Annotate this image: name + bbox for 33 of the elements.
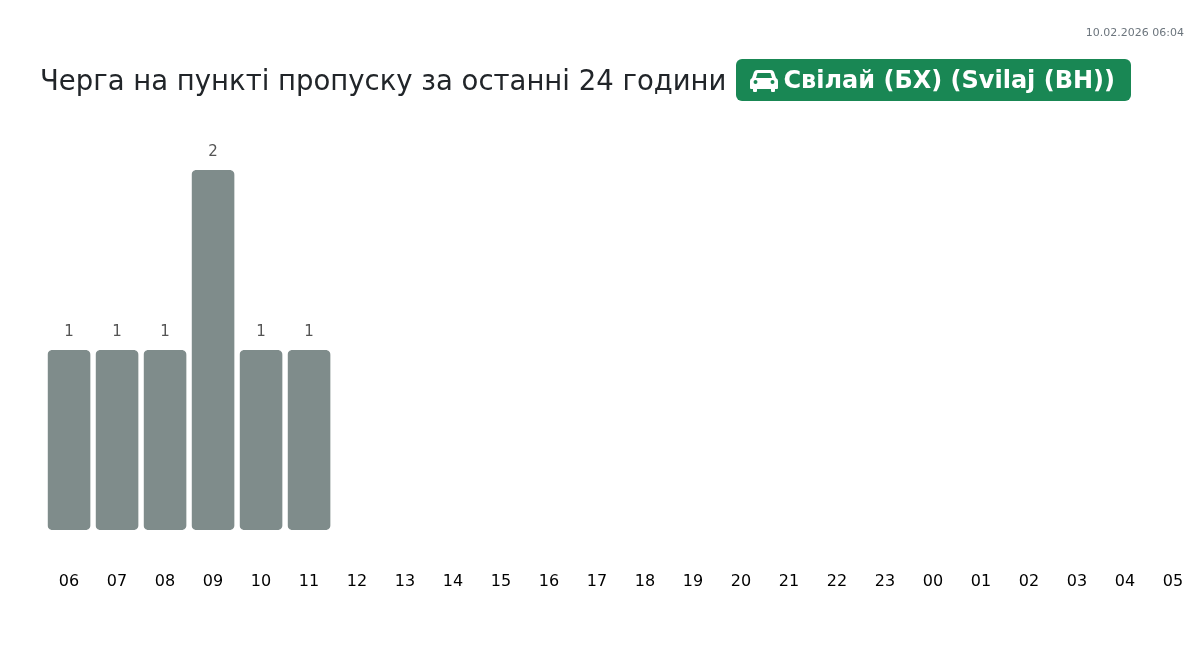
x-tick-label: 05	[1162, 570, 1184, 590]
x-tick-label: 10	[250, 570, 272, 590]
x-tick-label: 03	[1066, 570, 1088, 590]
x-tick-label: 06	[58, 570, 80, 590]
x-tick-label: 14	[442, 570, 464, 590]
x-tick-label: 22	[826, 570, 848, 590]
chart-subtitle: Свілай (БХ) (Svilaj (BH))	[783, 66, 1115, 94]
x-tick-label: 16	[538, 570, 560, 590]
x-tick-label: 19	[682, 570, 704, 590]
data-label: 1	[112, 322, 122, 340]
data-label: 1	[64, 322, 74, 340]
x-tick-label: 21	[778, 570, 800, 590]
x-tick-label: 17	[586, 570, 608, 590]
data-label: 2	[208, 142, 218, 160]
x-tick-label: 09	[202, 570, 224, 590]
x-tick-label: 00	[922, 570, 944, 590]
x-tick-label: 01	[970, 570, 992, 590]
data-label: 1	[160, 322, 170, 340]
x-tick-label: 13	[394, 570, 416, 590]
x-tick-label: 12	[346, 570, 368, 590]
x-tick-label: 23	[874, 570, 896, 590]
x-tick-label: 11	[298, 570, 320, 590]
data-label: 1	[304, 322, 314, 340]
x-tick-label: 15	[490, 570, 512, 590]
x-tick-label: 20	[730, 570, 752, 590]
x-tick-label: 18	[634, 570, 656, 590]
x-tick-label: 02	[1018, 570, 1040, 590]
chart-title: Черга на пункті пропуску за останні 24 години	[40, 64, 727, 96]
text: 10.02.2026 06:04	[1085, 26, 1184, 39]
x-tick-label: 04	[1114, 570, 1136, 590]
x-tick-label: 07	[106, 570, 128, 590]
data-label: 1	[256, 322, 266, 340]
x-tick-label: 08	[154, 570, 176, 590]
